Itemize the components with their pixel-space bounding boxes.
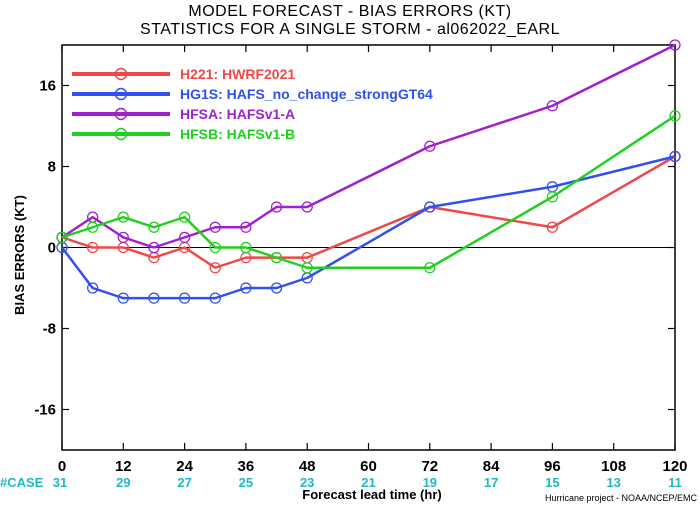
- y-axis-ticks: -16 -8 0 8 16: [34, 78, 675, 419]
- x-tick-label: 84: [483, 458, 500, 475]
- x-axis-ticks: 0 12 24 36 48 60 72 84 96 108 120: [58, 45, 688, 475]
- data-point-hg1s: [424, 201, 436, 213]
- x-tick-label: 72: [421, 458, 438, 475]
- data-point-h221: [87, 241, 99, 254]
- y-tick-label: 0: [48, 240, 56, 257]
- data-point-hfsb: [669, 110, 681, 122]
- case-count: 29: [116, 475, 130, 490]
- x-tick-label: 96: [544, 458, 561, 475]
- chart-title-line1: MODEL FORECAST - BIAS ERRORS (KT): [188, 3, 511, 20]
- y-tick-label: -16: [34, 402, 56, 419]
- legend-marker-hg1s: [114, 87, 128, 101]
- data-point-hg1s: [669, 150, 681, 163]
- case-row-label: #CASE: [0, 475, 44, 490]
- data-point-hfsa: [669, 39, 681, 51]
- data-point-hfsa: [301, 201, 313, 213]
- case-count: 21: [361, 475, 375, 490]
- legend-label-hfsa: HFSA: HAFSv1-A: [180, 106, 295, 122]
- case-count: 17: [484, 475, 498, 490]
- legend-marker-hfsb: [114, 127, 128, 141]
- x-tick-label: 48: [299, 458, 316, 475]
- series-line-h221: [61, 155, 676, 269]
- x-tick-label: 12: [115, 458, 132, 475]
- y-axis-label: BIAS ERRORS (KT): [12, 195, 27, 315]
- data-point-hfsb: [178, 211, 191, 223]
- x-tick-label: 24: [176, 458, 193, 475]
- data-point-hg1s: [148, 292, 160, 304]
- data-point-hfsb: [117, 211, 129, 223]
- x-tick-label: 108: [601, 458, 626, 475]
- credit-text: Hurricane project - NOAA/NCEP/EMC: [545, 493, 698, 503]
- data-point-hfsa: [178, 231, 191, 244]
- data-point-hfsa: [270, 201, 283, 213]
- series-line-hfsb: [61, 114, 676, 269]
- data-point-hfsa: [546, 100, 559, 112]
- data-point-hfsb: [424, 262, 436, 274]
- data-point-hg1s: [117, 292, 129, 304]
- series-hg1s: [56, 150, 681, 304]
- data-point-hfsb: [270, 251, 283, 264]
- legend-marker-hfsa: [114, 107, 128, 121]
- case-count: 11: [668, 475, 682, 490]
- data-point-hg1s: [240, 282, 252, 294]
- legend-label-h221: H221: HWRF2021: [180, 66, 295, 82]
- case-count: 27: [177, 475, 191, 490]
- data-point-hfsa: [240, 221, 252, 233]
- data-point-hfsb: [56, 231, 68, 244]
- x-tick-label: 120: [662, 458, 687, 475]
- y-tick-label: 16: [39, 78, 56, 95]
- legend-label-hg1s: HG1S: HAFS_no_change_strongGT64: [180, 86, 433, 102]
- x-tick-label: 60: [360, 458, 377, 475]
- series-hfsa: [56, 39, 681, 254]
- series-h221: [56, 150, 681, 274]
- data-point-hfsa: [117, 231, 129, 244]
- chart-title-line2: STATISTICS FOR A SINGLE STORM - al062022…: [140, 21, 560, 38]
- data-point-hfsa: [209, 221, 221, 233]
- data-point-hfsa: [424, 140, 436, 152]
- case-count-row: #CASE 31 29 27 25 23 21 19 17 15 13 11: [0, 475, 682, 490]
- data-point-hfsb: [240, 241, 252, 254]
- legend: H221: HWRF2021 HG1S: HAFS_no_change_stron…: [72, 66, 433, 142]
- y-tick-label: 8: [48, 159, 56, 176]
- data-point-hfsb: [209, 241, 221, 254]
- series-layer: [56, 39, 681, 304]
- case-count: 31: [53, 475, 67, 490]
- case-count: 13: [606, 475, 620, 490]
- data-point-hg1s: [87, 282, 99, 294]
- legend-marker-h221: [114, 67, 128, 81]
- data-point-h221: [546, 221, 559, 233]
- y-tick-label: -8: [43, 321, 56, 338]
- data-point-hfsb: [546, 191, 559, 203]
- legend-label-hfsb: HFSB: HAFSv1-B: [180, 126, 295, 142]
- data-point-hg1s: [178, 292, 191, 304]
- series-line-hfsa: [61, 43, 676, 249]
- data-point-hg1s: [270, 282, 283, 294]
- data-point-hfsa: [148, 241, 160, 254]
- case-count: 23: [300, 475, 314, 490]
- x-tick-label: 36: [238, 458, 255, 475]
- data-point-hfsb: [87, 221, 99, 233]
- x-axis-label: Forecast lead time (hr): [302, 487, 441, 502]
- series-hfsb: [56, 110, 681, 274]
- data-point-hfsb: [301, 262, 313, 274]
- case-count: 19: [423, 475, 437, 490]
- x-tick-label: 0: [58, 458, 66, 475]
- case-count: 25: [239, 475, 253, 490]
- case-count: 15: [545, 475, 559, 490]
- data-point-h221: [209, 262, 221, 274]
- data-point-hg1s: [209, 292, 221, 304]
- data-point-hfsb: [148, 221, 160, 233]
